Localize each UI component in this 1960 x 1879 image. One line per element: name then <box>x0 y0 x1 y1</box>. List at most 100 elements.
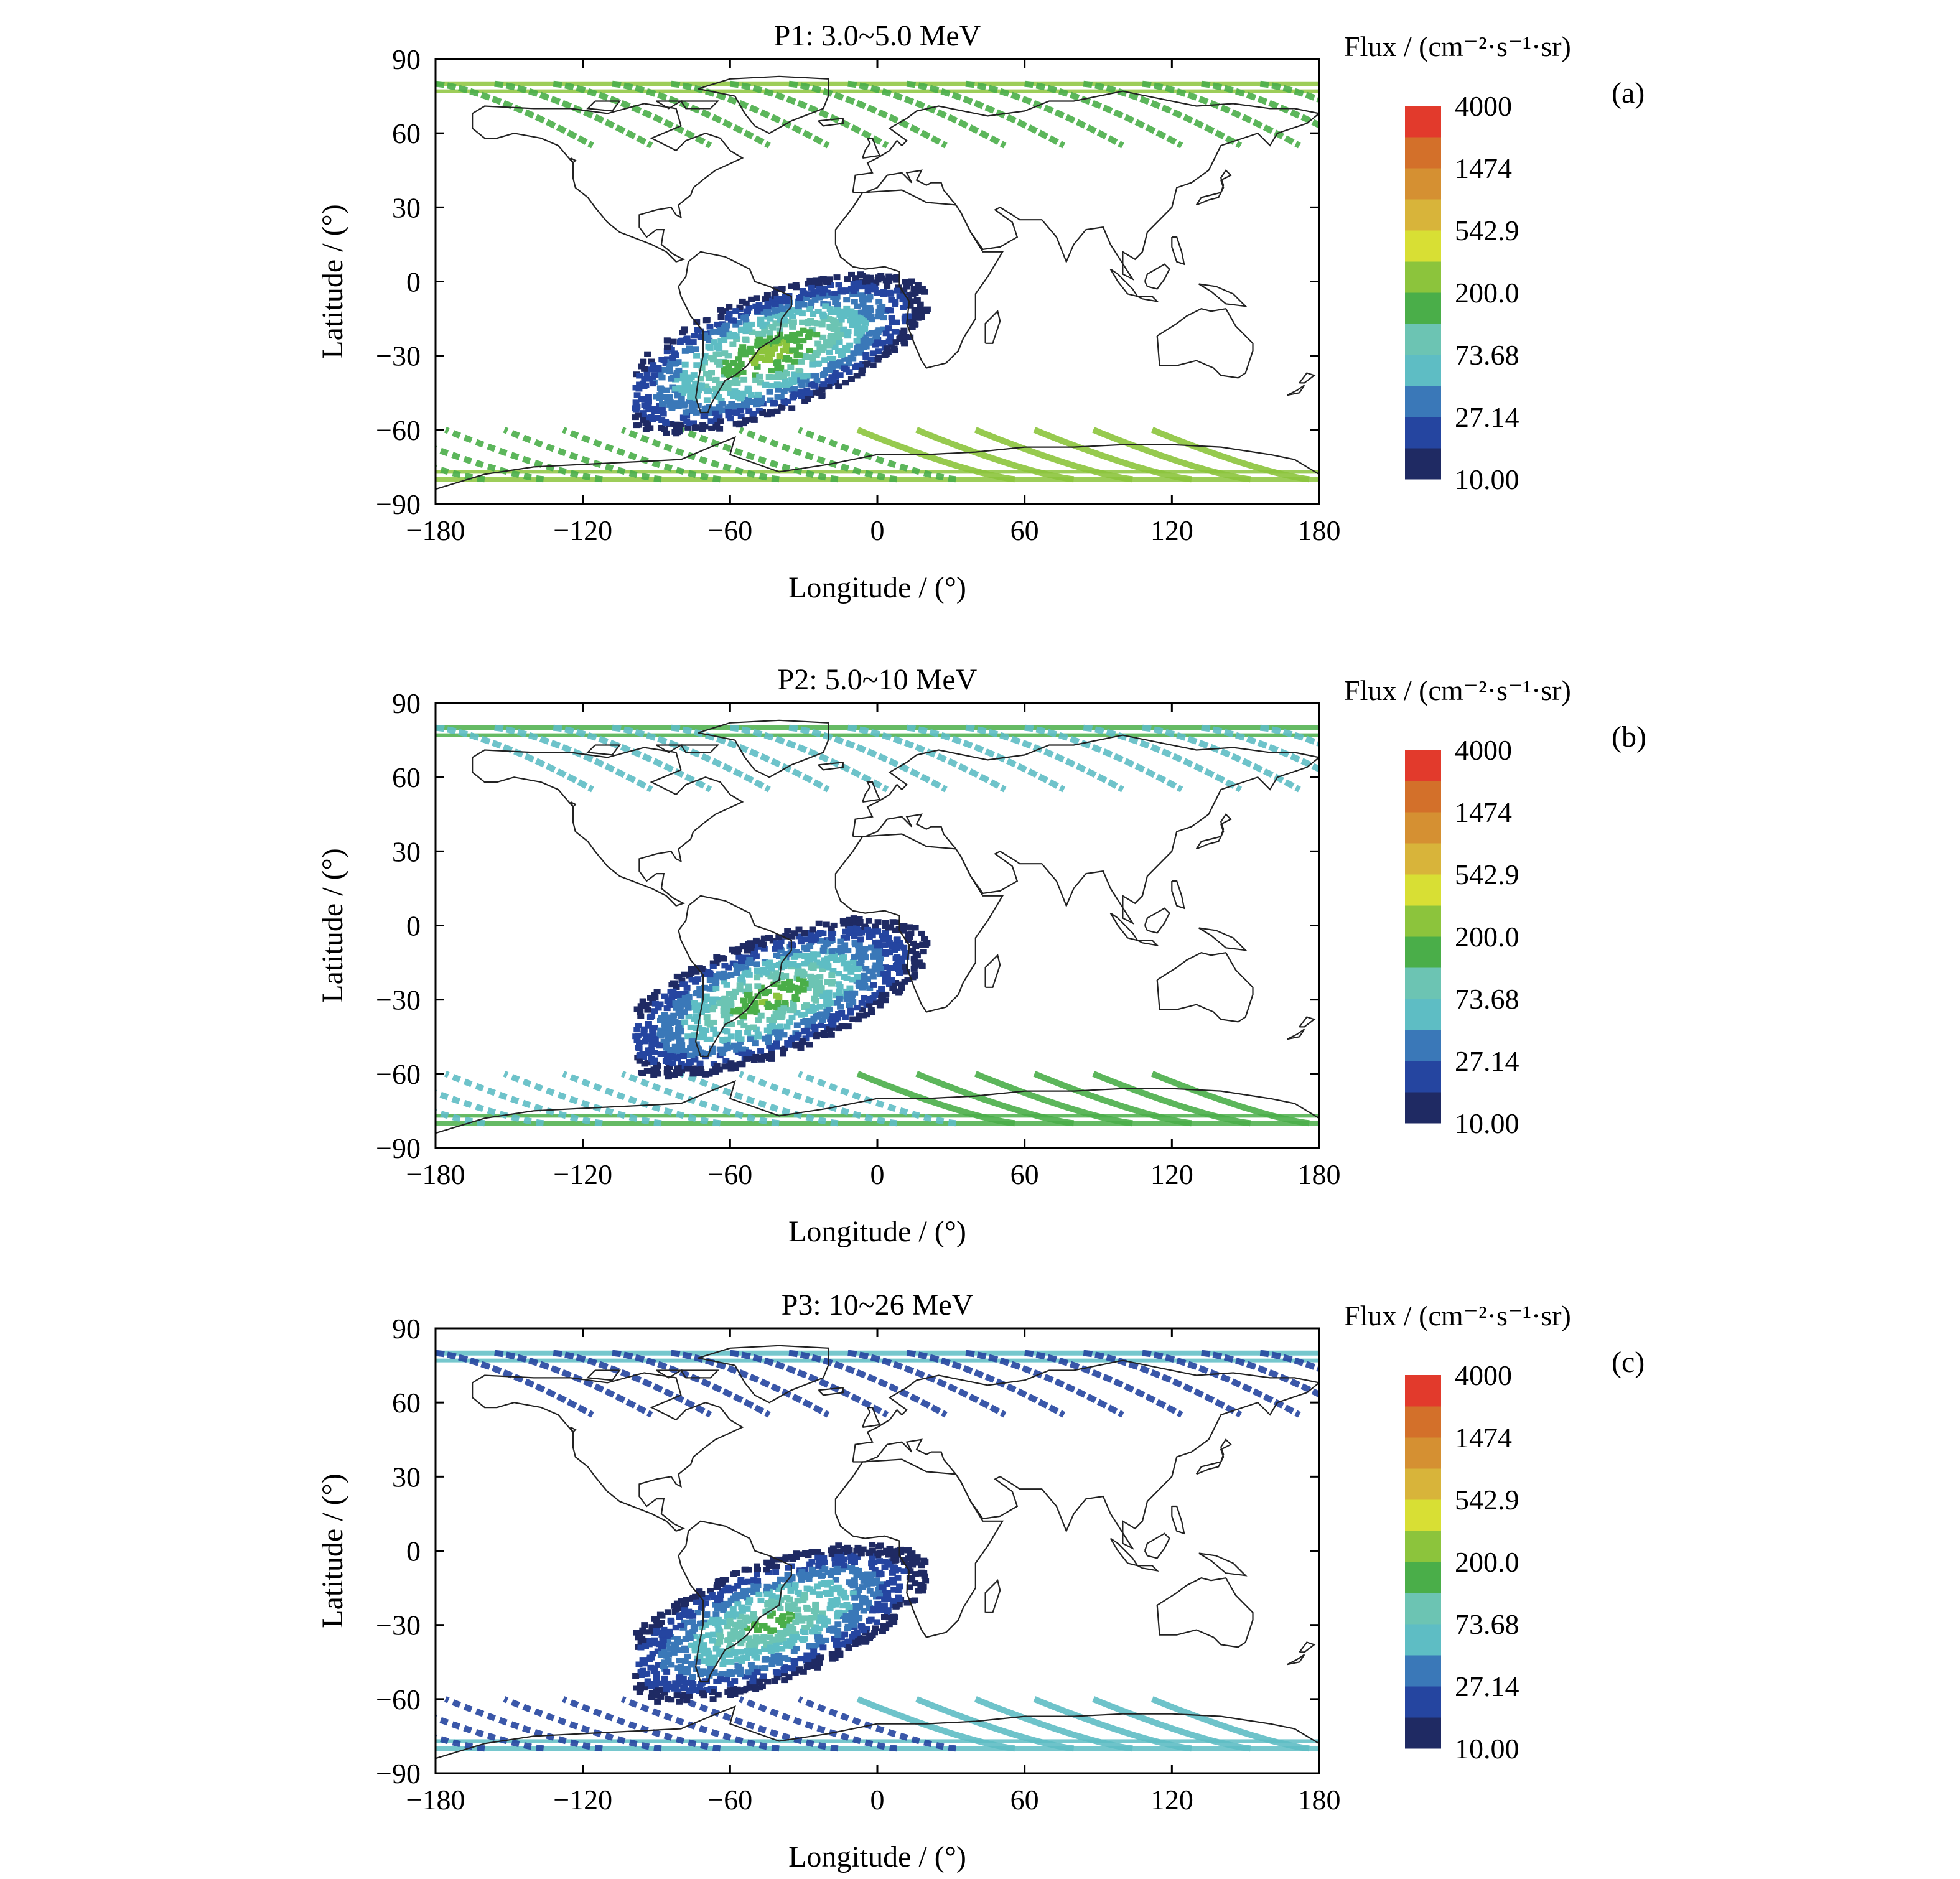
saa-cell <box>876 1002 884 1009</box>
saa-cell <box>640 383 648 389</box>
saa-cell <box>679 1053 687 1059</box>
y-tick-label: 90 <box>392 1313 421 1345</box>
saa-cell <box>651 1067 658 1073</box>
saa-cell <box>767 341 774 347</box>
saa-cell <box>828 333 835 339</box>
saa-cell <box>707 975 715 981</box>
saa-cell <box>755 391 762 398</box>
saa-cell <box>671 1646 678 1653</box>
saa-cell <box>683 419 691 425</box>
saa-cell <box>699 408 707 414</box>
orbit-arc-north <box>847 724 1007 793</box>
saa-cell <box>808 976 815 982</box>
saa-cell <box>896 293 903 299</box>
orbit-arc-south <box>797 1696 956 1752</box>
saa-cell <box>783 951 791 957</box>
saa-cell <box>831 291 839 296</box>
saa-cell <box>752 372 759 378</box>
orbit-arc-south <box>856 427 1015 483</box>
saa-cell <box>831 309 839 315</box>
saa-cell <box>821 1621 828 1628</box>
saa-cell <box>855 947 862 953</box>
saa-cell <box>693 969 700 975</box>
saa-cell <box>892 299 899 305</box>
saa-cell <box>744 1030 752 1036</box>
saa-cell <box>839 1603 847 1609</box>
saa-cell <box>727 1033 735 1040</box>
saa-cell <box>635 422 642 428</box>
saa-cell <box>806 943 814 949</box>
saa-cell <box>644 1007 651 1013</box>
saa-cell <box>815 281 823 287</box>
saa-cell <box>732 421 740 427</box>
saa-cell <box>801 944 808 951</box>
saa-cell <box>905 937 912 943</box>
saa-cell <box>920 949 927 955</box>
y-tick-label: 30 <box>392 836 421 867</box>
saa-cell <box>688 1642 694 1648</box>
saa-cell <box>711 1654 718 1661</box>
saa-cell <box>797 1656 805 1662</box>
saa-cell <box>822 303 829 309</box>
saa-cell <box>727 1060 735 1066</box>
saa-cell <box>734 380 741 386</box>
saa-cell <box>843 960 851 966</box>
saa-cell <box>853 1572 861 1578</box>
saa-cell <box>724 332 731 338</box>
saa-cell <box>679 1691 686 1697</box>
saa-cell <box>645 406 653 413</box>
saa-cell <box>921 1573 928 1579</box>
saa-cell <box>744 1625 751 1631</box>
orbit-arc-south <box>444 1696 603 1752</box>
saa-cell <box>869 350 877 357</box>
saa-cell <box>809 1566 816 1572</box>
saa-cell <box>801 1630 809 1635</box>
saa-cell <box>799 1597 806 1603</box>
saa-cell <box>673 1033 681 1040</box>
saa-cell <box>743 1056 750 1062</box>
saa-cell <box>844 1623 852 1630</box>
coastline <box>1299 1641 1316 1653</box>
saa-cell <box>727 1597 735 1603</box>
saa-cell <box>687 1066 694 1072</box>
saa-cell <box>754 1669 761 1676</box>
saa-cell <box>798 1577 805 1583</box>
saa-cell <box>872 962 880 968</box>
saa-cell <box>722 1000 730 1007</box>
saa-cell <box>758 1056 765 1063</box>
saa-cell <box>782 1000 789 1006</box>
saa-cell <box>752 303 760 309</box>
saa-cell <box>658 1620 665 1625</box>
saa-cell <box>674 393 681 399</box>
saa-cell <box>810 1015 818 1022</box>
saa-cell <box>705 1660 712 1666</box>
saa-cell <box>871 949 879 955</box>
saa-cell <box>874 928 882 935</box>
saa-cell <box>860 1578 867 1584</box>
saa-cell <box>866 337 874 343</box>
saa-cell <box>768 1047 775 1053</box>
colorbar-swatch <box>1405 261 1441 293</box>
saa-cell <box>910 286 918 292</box>
saa-cell <box>816 390 823 396</box>
saa-cell <box>752 377 760 383</box>
saa-region <box>632 1542 930 1705</box>
saa-cell <box>835 949 842 956</box>
saa-cell <box>702 1622 709 1628</box>
saa-cell <box>884 1607 892 1613</box>
plot-area <box>436 1328 1319 1773</box>
saa-cell <box>816 981 823 987</box>
saa-cell <box>763 1027 771 1033</box>
saa-cell <box>735 1043 742 1049</box>
saa-cell <box>735 320 742 326</box>
saa-cell <box>733 1656 740 1662</box>
coastline <box>834 189 1004 369</box>
saa-cell <box>885 925 892 931</box>
saa-cell <box>781 981 788 987</box>
y-tick-label: −90 <box>376 1132 421 1164</box>
saa-cell <box>894 1575 902 1581</box>
saa-cell <box>803 1625 810 1630</box>
orbit-arc-north <box>1024 724 1183 793</box>
saa-cell <box>698 1605 705 1611</box>
saa-cell <box>804 396 811 402</box>
